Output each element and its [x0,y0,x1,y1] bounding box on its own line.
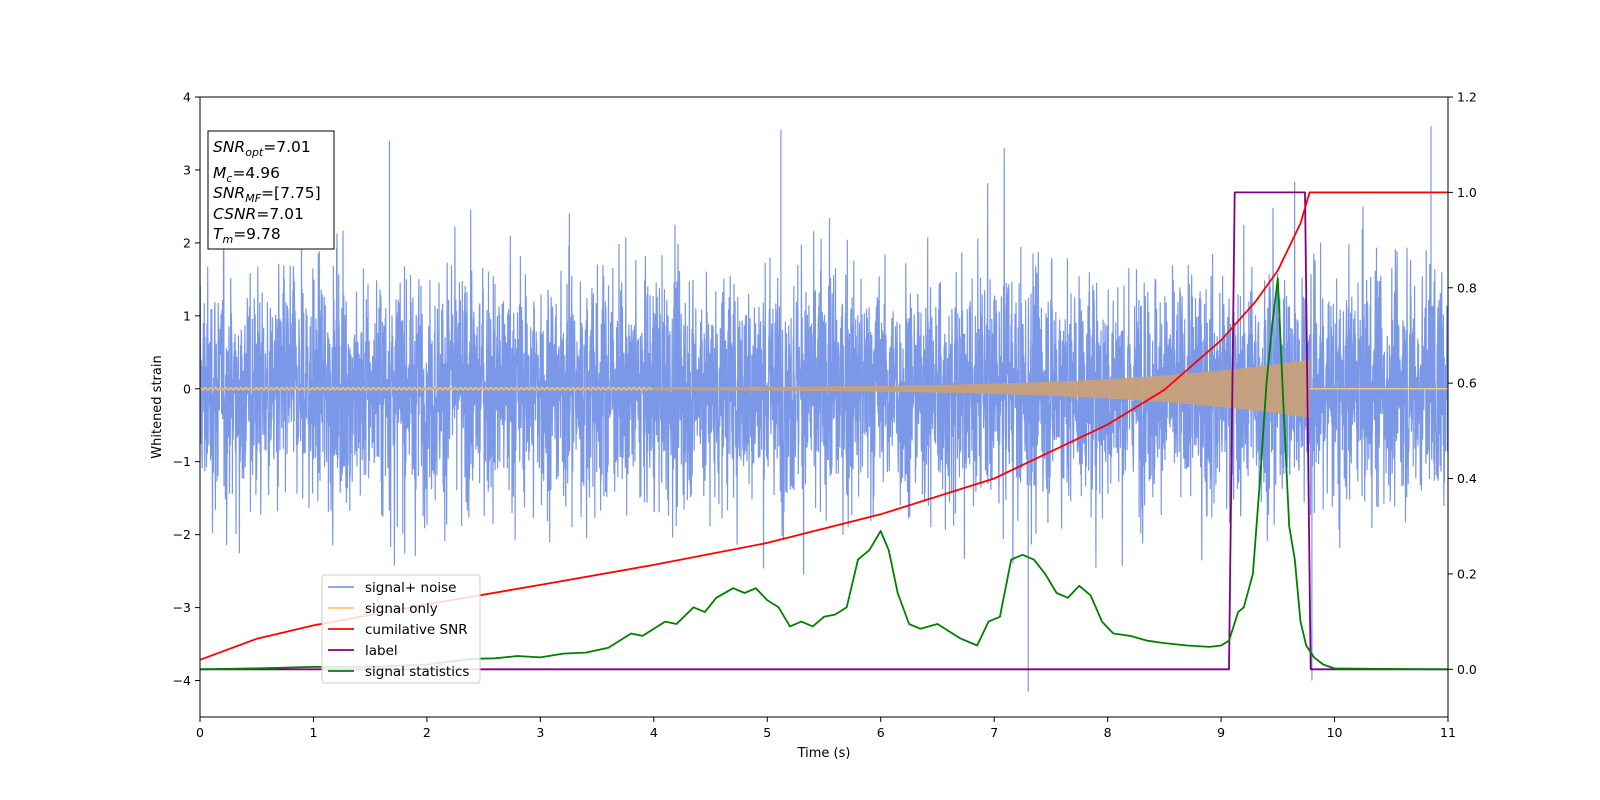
legend: signal+ noise signal only cumilative SNR la… [321,574,481,684]
annotation-box: SNRopt=7.01 Mc=4.96 SNRMF=[7.75] CSNR=7.… [207,130,335,250]
y-tick-label: 2 [183,235,191,250]
line-signal-only [200,386,653,392]
x-tick-label: 3 [536,725,544,740]
x-tick-label: 0 [196,725,204,740]
legend-label: signal only [365,601,438,617]
x-tick-label: 11 [1440,725,1456,740]
y-tick-label: 3 [183,162,191,177]
y2-tick-label: 1.2 [1457,90,1477,105]
legend-label: signal statistics [365,664,469,680]
legend-label: label [365,643,398,659]
x-axis-label: Time (s) [797,746,851,761]
x-tick-label: 1 [309,725,317,740]
x-tick-label: 6 [877,725,885,740]
x-axis-ticks: 0 1 2 3 4 5 6 7 8 9 10 11 [196,717,1456,740]
x-tick-label: 7 [990,725,998,740]
y2-axis-ticks: 0.0 0.2 0.4 0.6 0.8 1.0 1.2 [1448,90,1477,677]
annotation-mc: Mc=4.96 [213,164,280,185]
y2-tick-label: 0.4 [1457,471,1477,486]
annotation-snr-mf: SNRMF=[7.75] [213,184,321,205]
y2-tick-label: 0.8 [1457,280,1477,295]
y2-tick-label: 0.0 [1457,662,1477,677]
x-tick-label: 2 [423,725,431,740]
y-tick-label: −1 [173,454,191,469]
area-signal-only [200,359,1310,418]
annotation-snr-opt: SNRopt=7.01 [213,138,311,159]
x-tick-label: 4 [650,725,658,740]
plot-frame [199,96,1449,718]
x-tick-label: 10 [1327,725,1343,740]
line-signal-plus-noise [200,126,1448,692]
y-tick-label: 1 [183,308,191,323]
y-tick-label: −3 [173,600,191,615]
line-label [200,191,1448,671]
series-signal-plus-noise [200,126,1448,692]
y-tick-label: −4 [173,673,191,688]
y2-tick-label: 1.0 [1457,185,1477,200]
y-axis-ticks: −4 −3 −2 −1 0 1 2 3 4 [173,90,200,688]
y2-tick-label: 0.2 [1457,566,1477,581]
y-tick-label: 0 [183,381,191,396]
series-signal-only [200,359,1448,418]
x-tick-label: 9 [1217,725,1225,740]
legend-label: cumilative SNR [365,622,468,638]
x-tick-label: 8 [1104,725,1112,740]
y-tick-label: −2 [173,527,191,542]
x-tick-label: 5 [763,725,771,740]
y2-tick-label: 0.6 [1457,376,1477,391]
annotation-tm: Tm=9.78 [213,225,281,246]
y-tick-label: 4 [183,90,191,105]
y-axis-label: Whitened strain [150,355,165,458]
line-signal-statistics [200,277,1448,671]
legend-label: signal+ noise [365,580,456,596]
annotation-csnr: CSNR=7.01 [213,205,304,223]
